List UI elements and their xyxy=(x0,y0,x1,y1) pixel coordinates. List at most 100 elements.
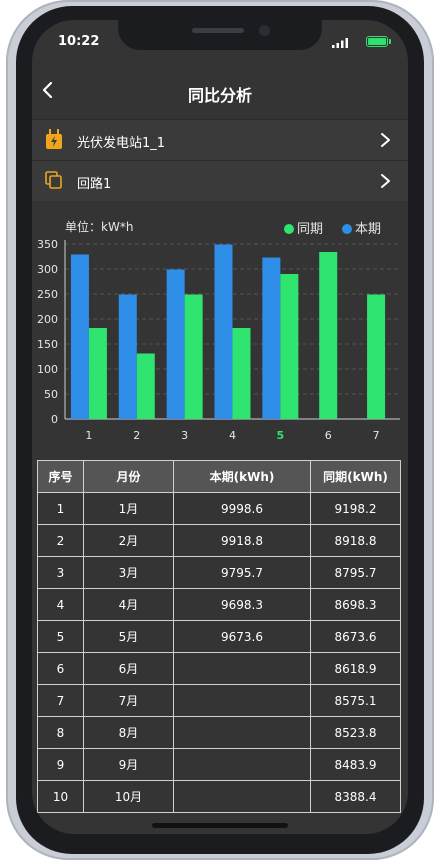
app-screen: 10:22 同比分析 光伏发电站1_1 回路1 xyxy=(32,20,408,834)
cell-index: 6 xyxy=(37,652,84,685)
bar-previous xyxy=(319,252,338,419)
cell-index: 1 xyxy=(37,492,84,525)
cell-previous: 8618.9 xyxy=(310,652,401,685)
table-row: 8 8月 8523.8 xyxy=(37,716,401,749)
bar-chart: 0 50 100 150 200 250 300 350 1 2 3 4 5 6 7 xyxy=(37,238,400,442)
copy-icon xyxy=(45,171,62,189)
cell-previous: 8698.3 xyxy=(310,588,401,621)
bar-current xyxy=(214,244,233,419)
cell-current xyxy=(173,652,311,685)
bar-previous xyxy=(280,274,299,419)
col-header-current: 本期(kWh) xyxy=(173,460,311,493)
battery-tip xyxy=(389,39,391,44)
cell-current xyxy=(173,716,311,749)
table-row: 2 2月 9918.8 8918.8 xyxy=(37,524,401,557)
x-tick-label: 1 xyxy=(85,429,92,442)
cell-index: 7 xyxy=(37,684,84,717)
x-tick-label: 2 xyxy=(133,429,140,442)
cell-index: 9 xyxy=(37,748,84,781)
table-row: 5 5月 9673.6 8673.6 xyxy=(37,620,401,653)
y-tick-label: 250 xyxy=(37,288,58,301)
cell-previous: 8523.8 xyxy=(310,716,401,749)
x-tick-label: 7 xyxy=(373,429,380,442)
bar-current xyxy=(70,254,89,419)
front-camera xyxy=(259,25,270,36)
col-header-index: 序号 xyxy=(37,460,84,493)
y-tick-label: 100 xyxy=(37,363,58,376)
cell-current: 9795.7 xyxy=(173,556,311,589)
table-row: 9 9月 8483.9 xyxy=(37,748,401,781)
power-station-icon xyxy=(46,129,62,149)
cell-month: 10月 xyxy=(83,780,174,813)
cell-current: 9918.8 xyxy=(173,524,311,557)
y-tick-label: 200 xyxy=(37,313,58,326)
page-title: 同比分析 xyxy=(187,86,252,105)
station-selector[interactable]: 光伏发电站1_1 xyxy=(32,119,408,160)
table-row: 10 10月 8388.4 xyxy=(37,780,401,813)
station-label: 光伏发电站1_1 xyxy=(77,136,166,151)
x-tick-label: 4 xyxy=(229,429,236,442)
chart-unit-label: 单位：kW*h xyxy=(65,220,134,234)
cell-current: 9698.3 xyxy=(173,588,311,621)
bar-previous xyxy=(88,328,107,419)
cell-previous: 8673.6 xyxy=(310,620,401,653)
table-row: 6 6月 8618.9 xyxy=(37,652,401,685)
cell-index: 10 xyxy=(37,780,84,813)
table-row: 3 3月 9795.7 8795.7 xyxy=(37,556,401,589)
y-tick-label: 350 xyxy=(37,238,58,251)
y-tick-label: 50 xyxy=(44,388,58,401)
cell-month: 6月 xyxy=(83,652,174,685)
cell-current xyxy=(173,780,311,813)
bar-current xyxy=(262,257,281,419)
back-icon[interactable] xyxy=(38,80,58,100)
circuit-selector[interactable]: 回路1 xyxy=(32,160,408,201)
table-row: 4 4月 9698.3 8698.3 xyxy=(37,588,401,621)
table-header-row: 序号 月份 本期(kWh) 同期(kWh) xyxy=(37,460,401,493)
cell-month: 1月 xyxy=(83,492,174,525)
y-tick-label: 0 xyxy=(51,413,58,426)
nav-bar: 同比分析 xyxy=(32,68,408,116)
battery-icon xyxy=(366,36,388,47)
bar-current xyxy=(166,269,185,419)
table-row: 7 7月 8575.1 xyxy=(37,684,401,717)
cell-index: 5 xyxy=(37,620,84,653)
cell-month: 5月 xyxy=(83,620,174,653)
legend-previous: 同期 xyxy=(284,218,323,237)
chevron-right-icon xyxy=(381,133,390,147)
cell-previous: 8575.1 xyxy=(310,684,401,717)
legend-dot-previous xyxy=(284,224,294,234)
legend-label-current: 本期 xyxy=(355,222,382,237)
bar-previous xyxy=(184,294,203,419)
cell-current: 9673.6 xyxy=(173,620,311,653)
cell-index: 2 xyxy=(37,524,84,557)
bar-previous xyxy=(136,353,155,419)
y-tick-label: 300 xyxy=(37,263,58,276)
cell-index: 4 xyxy=(37,588,84,621)
data-table: 序号 月份 本期(kWh) 同期(kWh) 1 1月 9998.6 9198.2 2 2月… xyxy=(37,460,401,813)
home-indicator[interactable] xyxy=(152,823,288,828)
cell-month: 7月 xyxy=(83,684,174,717)
cell-month: 2月 xyxy=(83,524,174,557)
cell-previous: 9198.2 xyxy=(310,492,401,525)
bar-previous xyxy=(232,328,251,419)
cell-current xyxy=(173,748,311,781)
cell-previous: 8388.4 xyxy=(310,780,401,813)
x-tick-label: 5 xyxy=(277,429,285,442)
x-tick-label: 3 xyxy=(181,429,188,442)
col-header-previous: 同期(kWh) xyxy=(310,460,401,493)
notch xyxy=(118,20,322,50)
speaker-grille xyxy=(192,28,244,33)
cell-current xyxy=(173,684,311,717)
cell-previous: 8795.7 xyxy=(310,556,401,589)
signal-icon xyxy=(332,38,348,48)
status-time: 10:22 xyxy=(58,34,100,49)
table-row: 1 1月 9998.6 9198.2 xyxy=(37,492,401,525)
circuit-label: 回路1 xyxy=(77,177,112,192)
bar-previous xyxy=(367,294,386,419)
legend-current: 本期 xyxy=(342,218,381,237)
y-tick-label: 150 xyxy=(37,338,58,351)
legend-dot-current xyxy=(342,224,352,234)
cell-index: 8 xyxy=(37,716,84,749)
cell-month: 4月 xyxy=(83,588,174,621)
cell-previous: 8483.9 xyxy=(310,748,401,781)
